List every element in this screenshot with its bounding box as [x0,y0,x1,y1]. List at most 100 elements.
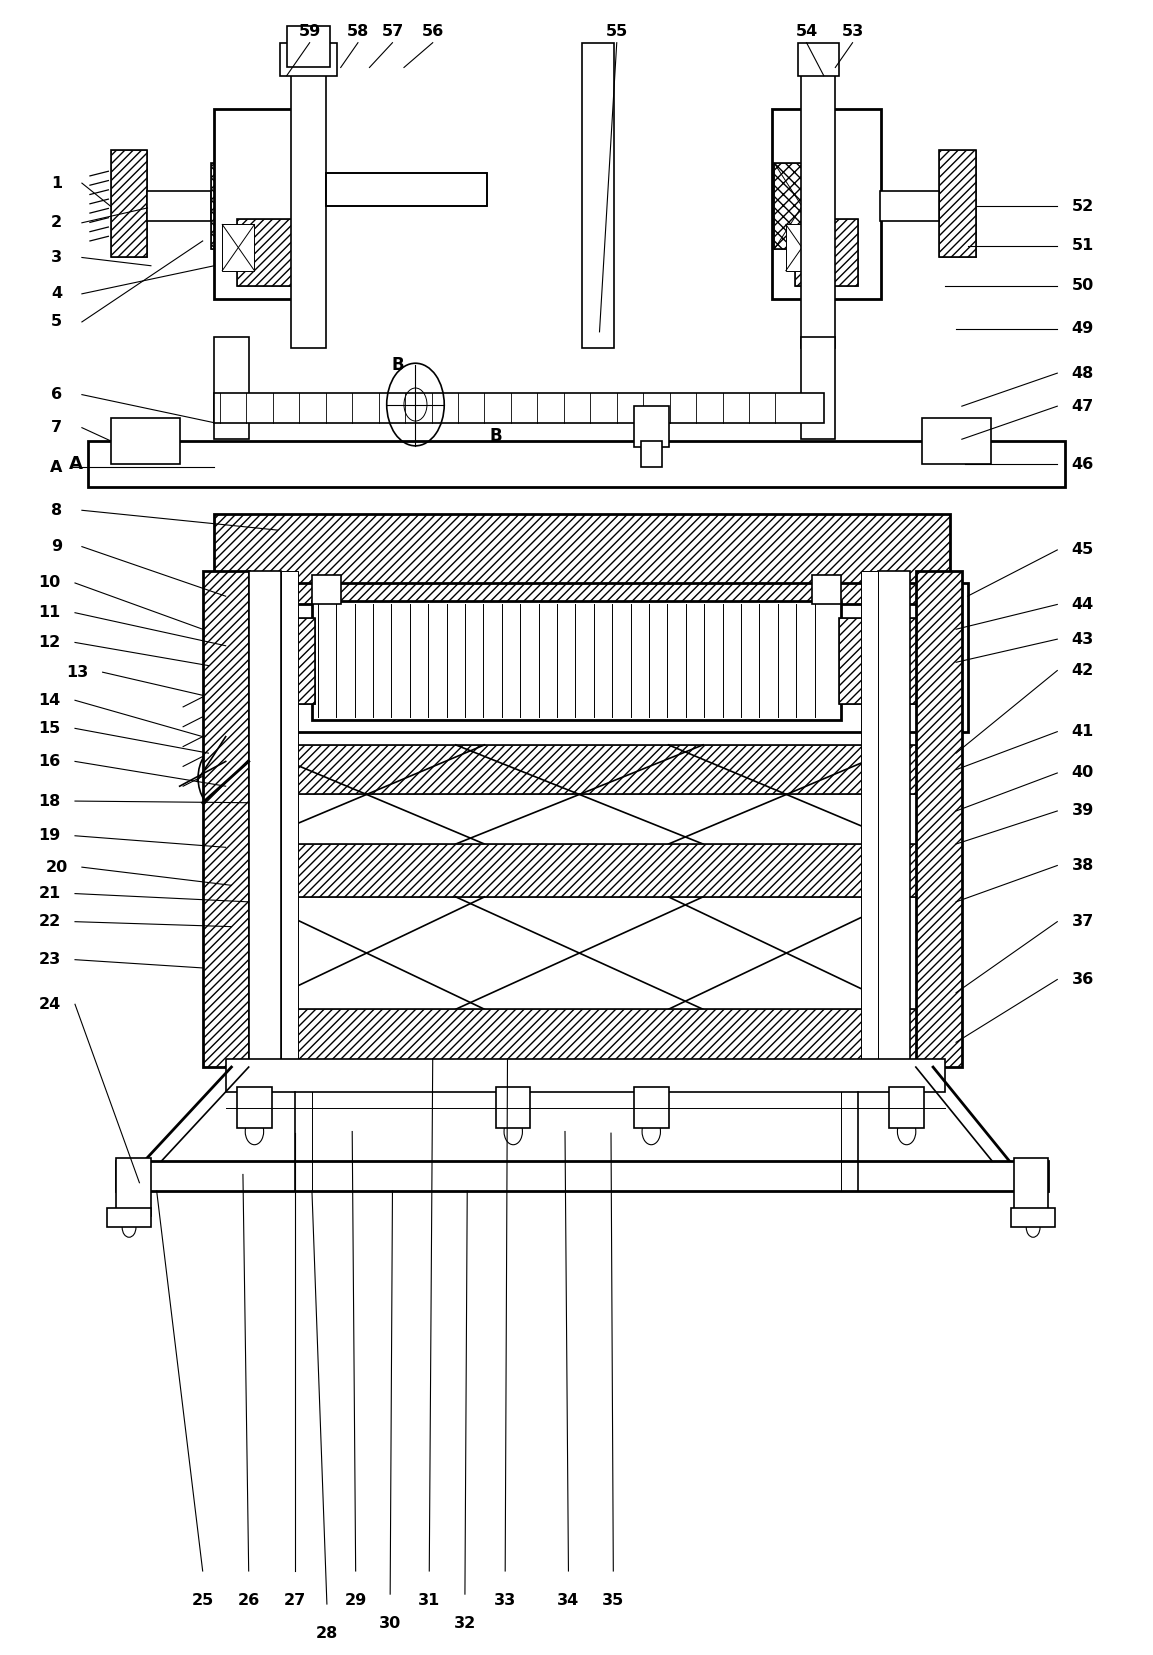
Text: B: B [392,356,405,374]
Text: 36: 36 [1071,971,1094,986]
Bar [214,513,950,604]
Bar [1011,1208,1055,1228]
Bar [148,192,211,222]
Bar [203,571,249,1067]
Bar [312,574,340,604]
Bar [796,220,858,286]
Bar [88,440,1065,487]
Bar [214,336,249,439]
Text: 58: 58 [347,23,369,38]
Text: 10: 10 [38,576,61,591]
Bar [641,440,662,467]
Bar [939,151,975,258]
Bar [496,1087,530,1129]
Text: 13: 13 [66,665,89,680]
Bar [775,164,829,250]
Bar [223,225,255,271]
Bar [116,1162,1048,1192]
Text: 38: 38 [1071,857,1094,872]
Bar [796,220,858,286]
Bar [582,43,615,348]
Bar [1013,1158,1048,1216]
Bar [634,1087,669,1129]
Bar [838,617,951,703]
Bar [799,43,838,76]
Text: 52: 52 [1071,199,1094,213]
Bar [226,844,944,897]
Text: 28: 28 [316,1627,338,1642]
Text: 56: 56 [422,23,444,38]
Text: 19: 19 [38,828,61,844]
Text: 12: 12 [38,636,61,650]
Text: 21: 21 [38,885,61,900]
Bar [226,844,944,897]
Text: 32: 32 [454,1617,476,1632]
Bar [921,417,990,463]
Bar [238,220,301,286]
Text: A: A [51,460,62,475]
Text: 30: 30 [379,1617,401,1632]
Text: 22: 22 [38,914,61,928]
Text: 15: 15 [38,722,61,736]
Text: 1: 1 [51,175,62,190]
Bar [211,164,266,250]
Bar [111,151,148,258]
Bar [226,1010,944,1063]
Bar [292,60,326,348]
Bar [266,194,287,220]
Text: 14: 14 [38,693,61,708]
Bar [786,225,817,271]
Text: 31: 31 [419,1594,440,1609]
Text: 27: 27 [284,1594,306,1609]
Text: 43: 43 [1071,632,1094,647]
Text: 9: 9 [51,540,62,554]
Bar [111,417,180,463]
Text: 2: 2 [51,215,62,230]
Bar [238,1087,272,1129]
Bar [116,1158,151,1216]
Bar [209,583,967,732]
Text: 11: 11 [38,606,61,621]
Bar [203,571,249,1067]
Text: 54: 54 [796,23,817,38]
Text: 8: 8 [51,503,62,518]
Bar [634,405,669,447]
Bar [326,174,487,207]
Bar [801,60,835,348]
Bar [813,574,841,604]
Bar [214,513,950,604]
Bar [939,151,975,258]
Text: 34: 34 [557,1594,580,1609]
Text: 29: 29 [345,1594,367,1609]
Text: 45: 45 [1071,543,1094,558]
Bar [801,336,835,439]
Text: 53: 53 [842,23,864,38]
Text: 18: 18 [38,793,61,809]
Bar [915,571,962,1067]
Bar [312,601,841,720]
Text: 24: 24 [38,996,61,1011]
Text: 41: 41 [1071,725,1094,740]
Bar [838,617,951,703]
Bar [326,174,487,207]
Text: 20: 20 [45,859,68,874]
Bar [773,109,881,300]
Text: 55: 55 [605,23,628,38]
Bar [226,617,316,703]
Text: 33: 33 [495,1594,517,1609]
Text: 50: 50 [1071,278,1094,293]
Text: 26: 26 [238,1594,259,1609]
Text: 47: 47 [1071,399,1094,414]
Text: 59: 59 [299,23,321,38]
Text: 51: 51 [1071,238,1094,253]
Text: 6: 6 [51,387,62,402]
Bar [801,194,821,220]
Text: 35: 35 [602,1594,625,1609]
Bar [226,745,944,794]
Bar [226,1010,944,1063]
Text: 4: 4 [51,286,62,301]
Bar [226,1059,944,1092]
Bar [226,617,316,703]
Text: 46: 46 [1071,457,1094,472]
Bar [238,220,301,286]
